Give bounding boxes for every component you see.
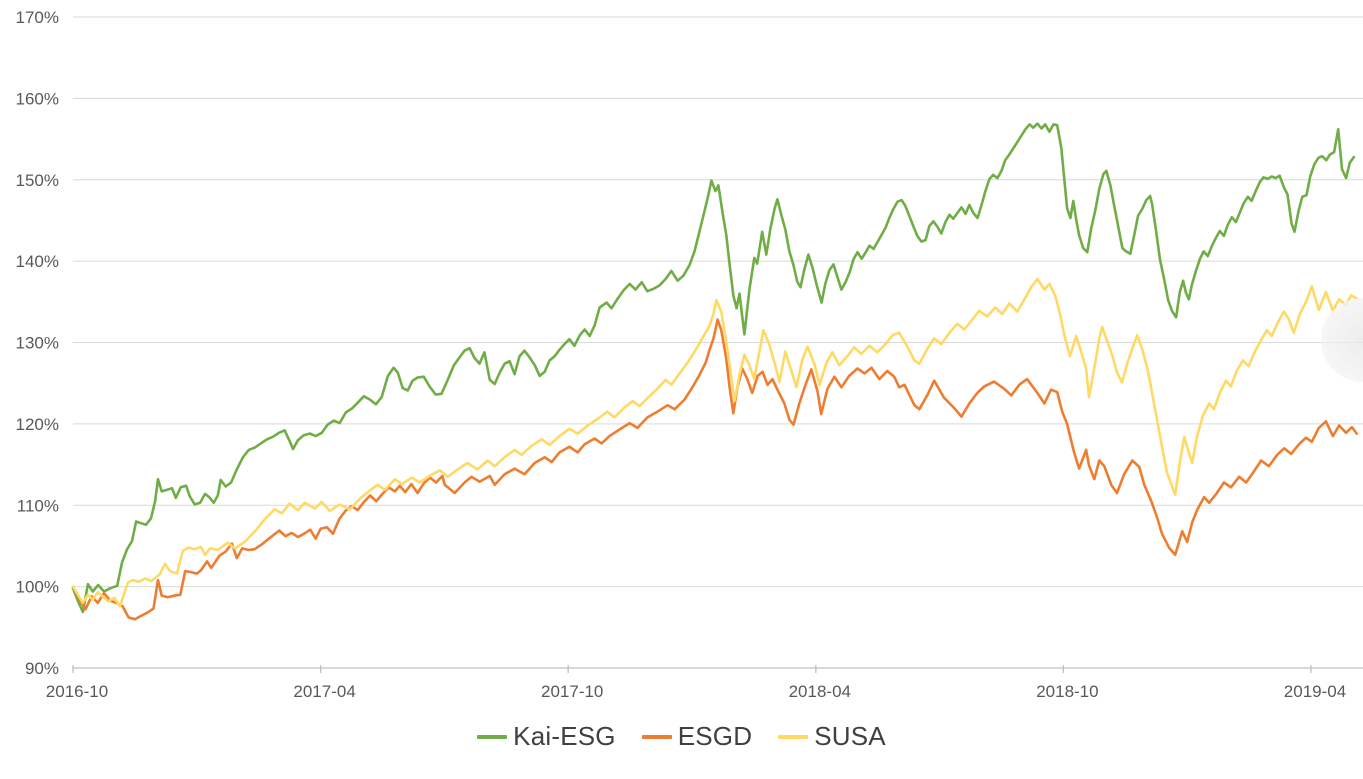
x-axis-tick-label: 2018-04: [789, 682, 851, 701]
x-axis-tick-label: 2016-10: [46, 682, 108, 701]
legend-item-susa: SUSA: [778, 721, 886, 752]
x-axis-tick-label: 2019-04: [1284, 682, 1346, 701]
legend-label-susa: SUSA: [814, 721, 886, 751]
chart-legend: Kai-ESG ESGD SUSA: [0, 721, 1363, 752]
legend-item-esgd: ESGD: [641, 721, 753, 752]
y-axis-tick-label: 140%: [16, 252, 59, 271]
y-axis-tick-label: 150%: [16, 171, 59, 190]
legend-label-kai-esg: Kai-ESG: [513, 721, 616, 751]
y-axis-tick-label: 120%: [16, 415, 59, 434]
y-axis-tick-label: 90%: [25, 659, 59, 678]
chart-plot-area: 170% 160% 150% 140% 130% 120% 110% 100% 90% 2016-…: [16, 8, 1363, 701]
y-axis-tick-label: 100%: [16, 578, 59, 597]
x-axis-tick-label: 2018-10: [1036, 682, 1098, 701]
legend-line-swatch-esgd: [641, 734, 672, 739]
legend-line-swatch-susa: [778, 734, 809, 739]
series-line-susa: [71, 277, 1359, 608]
legend-line-swatch-kai-esg: [477, 734, 508, 739]
y-axis-tick-label: 170%: [16, 8, 59, 27]
y-axis-tick-label: 130%: [16, 334, 59, 353]
x-axis-tick-label: 2017-10: [541, 682, 603, 701]
y-axis-tick-label: 110%: [17, 496, 59, 515]
legend-item-kai-esg: Kai-ESG: [477, 721, 616, 752]
y-axis-tick-label: 160%: [16, 89, 59, 108]
legend-label-esgd: ESGD: [677, 721, 753, 751]
series-line-kai-esg: [71, 122, 1356, 614]
series-line-esgd: [71, 318, 1359, 621]
x-axis-tick-label: 2017-04: [293, 682, 355, 701]
